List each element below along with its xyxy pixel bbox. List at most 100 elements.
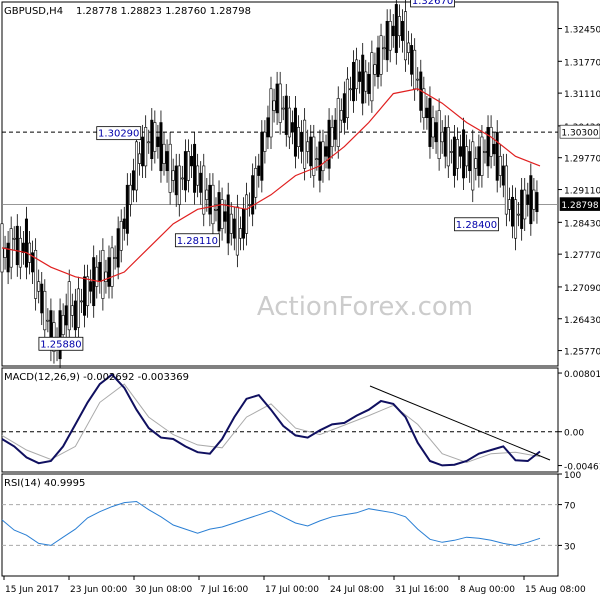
candle-body bbox=[431, 117, 435, 138]
candle-body bbox=[131, 170, 135, 191]
rsi-title: RSI(14) 40.9995 bbox=[4, 478, 85, 489]
candle-body bbox=[98, 262, 102, 282]
y-tick-label: 1.25770 bbox=[564, 348, 600, 358]
candle-body bbox=[21, 242, 25, 254]
candle-body bbox=[248, 204, 252, 206]
candle-body bbox=[514, 199, 518, 239]
candle-body bbox=[410, 45, 414, 75]
candle-body bbox=[532, 189, 536, 210]
ohlc-values: 1.28778 1.28823 1.28760 1.28798 bbox=[76, 6, 251, 17]
moving-average-line bbox=[1, 88, 541, 283]
candle-body bbox=[397, 16, 401, 37]
candle-body bbox=[125, 184, 129, 234]
y-tick-label: 1.26430 bbox=[564, 316, 600, 326]
candle-body bbox=[95, 266, 99, 287]
candle-body bbox=[281, 107, 285, 110]
candle-body bbox=[263, 131, 267, 152]
candle-body bbox=[287, 107, 291, 138]
candle-body bbox=[183, 151, 187, 191]
candle-body bbox=[373, 64, 377, 75]
candle-body bbox=[422, 88, 426, 119]
candle-body bbox=[214, 209, 218, 211]
candle-body bbox=[269, 88, 273, 138]
candle-body bbox=[526, 194, 530, 205]
candle-body bbox=[122, 218, 126, 229]
candle-body bbox=[510, 196, 514, 227]
candle-body bbox=[31, 252, 35, 273]
rsi-y-tick-label: 30 bbox=[564, 542, 576, 552]
candle-body bbox=[162, 143, 166, 164]
candle-body bbox=[89, 281, 93, 292]
candle-body bbox=[76, 288, 80, 328]
candle-body bbox=[43, 290, 47, 331]
candle-body bbox=[443, 127, 447, 157]
rsi-panel-frame bbox=[1, 473, 559, 577]
candle-body bbox=[474, 158, 478, 169]
candle-body bbox=[376, 47, 380, 78]
candle-body bbox=[501, 165, 505, 186]
candle-body bbox=[153, 122, 157, 152]
candle-body bbox=[37, 281, 41, 292]
candle-body bbox=[293, 107, 297, 157]
candle-body bbox=[303, 119, 307, 169]
candle-body bbox=[254, 168, 258, 198]
candle-body bbox=[193, 143, 197, 193]
level-price-tag-box bbox=[559, 124, 600, 139]
candle-body bbox=[425, 107, 429, 119]
candle-body bbox=[520, 189, 524, 229]
candle-body bbox=[180, 177, 184, 180]
candle-body bbox=[483, 151, 487, 153]
x-tick-label: 31 Jul 16:00 bbox=[395, 585, 449, 595]
candle-body bbox=[232, 218, 236, 239]
x-tick-label: 15 Jun 2017 bbox=[5, 585, 59, 595]
rsi-y-tick-label: 100 bbox=[564, 471, 581, 481]
price-label-box bbox=[174, 233, 220, 248]
candle-body bbox=[138, 153, 142, 164]
candle-body bbox=[459, 146, 463, 157]
x-tick-label: 30 Jun 08:00 bbox=[135, 585, 192, 595]
candle-body bbox=[382, 47, 386, 50]
candle-body bbox=[535, 192, 539, 213]
candle-body bbox=[309, 136, 313, 167]
candle-body bbox=[367, 74, 371, 94]
candle-body bbox=[400, 20, 404, 41]
candle-body bbox=[79, 300, 83, 303]
candle-body bbox=[101, 249, 105, 299]
candle-body bbox=[24, 218, 28, 268]
candle-body bbox=[407, 42, 411, 53]
candle-body bbox=[275, 83, 279, 114]
candle-body bbox=[260, 131, 264, 181]
candle-body bbox=[352, 61, 356, 102]
candle-body bbox=[61, 315, 65, 335]
candle-body bbox=[171, 170, 175, 181]
candle-body bbox=[113, 257, 117, 259]
y-tick-label: 1.29110 bbox=[564, 187, 600, 197]
candle-body bbox=[128, 184, 132, 205]
candle-body bbox=[342, 93, 346, 123]
candle-body bbox=[83, 276, 87, 316]
candle-body bbox=[150, 119, 154, 159]
candle-body bbox=[327, 119, 331, 169]
y-tick-label: 1.31110 bbox=[564, 90, 600, 100]
candle-body bbox=[300, 131, 304, 152]
candle-body bbox=[28, 242, 32, 263]
candle-body bbox=[174, 165, 178, 196]
price-label-box bbox=[454, 217, 499, 232]
candle-body bbox=[40, 283, 44, 314]
watermark-label: ActionForex.com bbox=[257, 292, 473, 322]
candle-body bbox=[330, 127, 334, 147]
candle-body bbox=[156, 136, 160, 147]
candle-body bbox=[278, 83, 282, 123]
macd-y-tick-label: 0.008012 bbox=[564, 370, 600, 380]
candle-body bbox=[321, 141, 325, 172]
candle-body bbox=[455, 139, 459, 169]
macd-y-tick-label: -0.004619 bbox=[564, 463, 600, 473]
candle-body bbox=[312, 136, 316, 176]
candle-body bbox=[229, 213, 233, 234]
candle-body bbox=[358, 71, 362, 82]
candle-body bbox=[477, 146, 481, 176]
candle-body bbox=[199, 172, 203, 193]
candle-body bbox=[266, 117, 270, 138]
candle-body bbox=[391, 25, 395, 37]
